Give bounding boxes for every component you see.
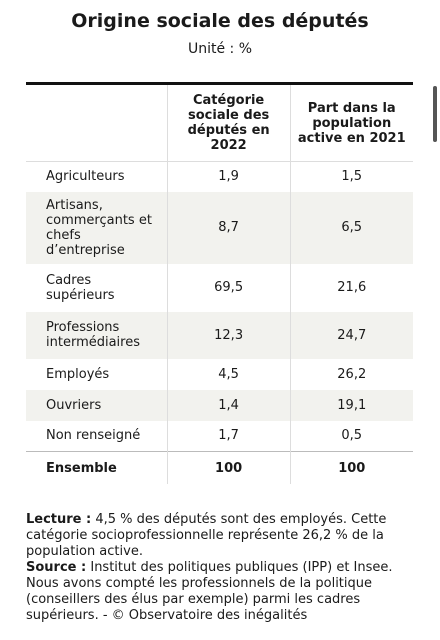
table: Catégorie sociale des députés en 2022 Par…: [26, 82, 413, 484]
row-label: Ensemble: [26, 451, 168, 484]
cell-value: 26,2: [289, 358, 413, 390]
cell-value: 12,3: [166, 311, 291, 359]
cell-value: 21,6: [289, 263, 413, 312]
label: Source :: [26, 560, 87, 575]
notes: Lecture : 4,5 % des députés sont des emp…: [26, 512, 416, 624]
subtitle: Unité : %: [187, 41, 253, 57]
row: Ouvriers 1,4 19,1: [26, 389, 413, 421]
row-label: Artisans, commerçants et chefs d’entrepr…: [26, 191, 168, 264]
cell-value: 8,7: [166, 191, 291, 264]
row: Agriculteurs 1,9 1,5: [26, 161, 413, 192]
row-label: Employés: [46, 366, 110, 382]
cell-value: 1,7: [166, 420, 291, 452]
row: Artisans, commerçants et chefs d’entrepr…: [26, 191, 413, 264]
title: Origine sociale des députés: [71, 10, 369, 32]
text: 4,5 % des députés sont des employés. Cet…: [26, 512, 387, 559]
cell-value: 19,1: [289, 389, 413, 421]
row-label: Non renseigné: [46, 428, 141, 444]
row-label: Professions intermédiaires: [26, 311, 168, 359]
cell-value: 100: [166, 451, 291, 484]
column-header: [26, 84, 167, 162]
cell-value: 1,5: [289, 161, 413, 192]
source: Source : Institut des politiques publiqu…: [26, 560, 416, 624]
cell-value: 1,9: [166, 161, 291, 192]
text: Institut des politiques publiques (IPP) …: [26, 560, 393, 623]
row: Employés 4,5 26,2: [26, 358, 413, 390]
column-header: Part dans la population active en 2021: [289, 83, 413, 162]
total-row: Ensemble 100 100: [26, 451, 413, 484]
cell-value: 1,4: [166, 389, 291, 421]
row: Non renseigné 1,7 0,5: [26, 420, 413, 452]
cell-value: 100: [289, 451, 413, 484]
lecture: Lecture : 4,5 % des députés sont des emp…: [26, 512, 416, 560]
row-label: Agriculteurs: [46, 169, 125, 185]
cell-value: 69,5: [166, 263, 291, 312]
label: Lecture :: [26, 512, 92, 527]
row-label: Ouvriers: [26, 389, 168, 421]
cell-value: 4,5: [166, 358, 291, 390]
scrollbar: [433, 86, 437, 142]
row: Cadres supérieurs 69,5 21,6: [26, 263, 413, 312]
header-row: Catégorie sociale des députés en 2022 Par…: [26, 83, 413, 162]
column-header: Catégorie sociale des députés en 2022: [166, 83, 291, 162]
row: Professions intermédiaires 12,3 24,7: [26, 311, 413, 359]
cell-value: 24,7: [289, 311, 413, 359]
cell-value: 6,5: [289, 191, 413, 264]
row-label: Cadres supérieurs: [46, 272, 115, 303]
cell-value: 0,5: [289, 420, 413, 452]
